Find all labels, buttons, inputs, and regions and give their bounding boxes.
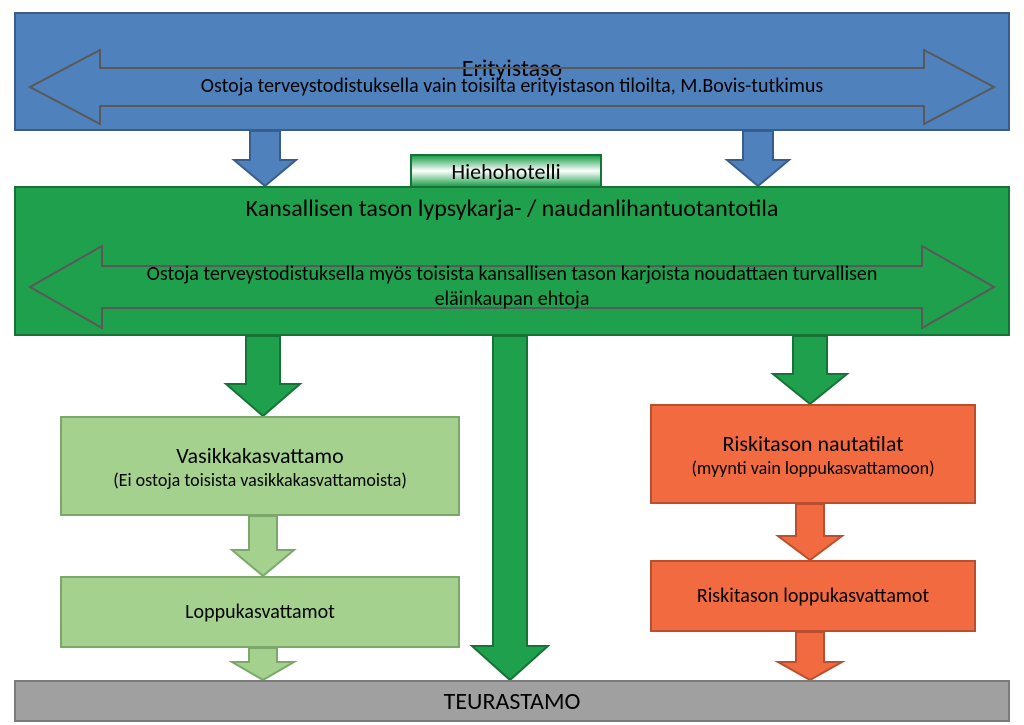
loppu-left-box: Loppukasvattamot [60, 576, 460, 648]
loppu-left-label: Loppukasvattamot [185, 600, 335, 624]
teurastamo-label: TEURASTAMO [444, 687, 581, 716]
vasikka-sub: (Ei ostoja toisista vasikkakasvattamoist… [113, 469, 407, 491]
teurastamo-box: TEURASTAMO [14, 680, 1010, 722]
vasikka-box: Vasikkakasvattamo (Ei ostoja toisista va… [60, 416, 460, 516]
riski-sub: (myynti vain loppukasvattamoon) [691, 457, 934, 479]
hiehohotelli-label: Hiehohotelli [451, 158, 560, 185]
riski-box: Riskitason nautatilat (myynti vain loppu… [650, 404, 976, 504]
kansallinen-box: Kansallisen tason lypsykarja- / naudanli… [14, 186, 1010, 336]
kansallinen-arrow-text: Ostoja terveystodistuksella myös toisist… [112, 262, 912, 312]
erityistaso-box: Erityistaso [14, 12, 1010, 131]
hiehohotelli-box: Hiehohotelli [410, 154, 602, 188]
riski-title: Riskitason nautatilat [722, 430, 903, 457]
riski-loppu-box: Riskitason loppukasvattamot [650, 560, 976, 632]
kansallinen-title: Kansallisen tason lypsykarja- / naudanli… [246, 194, 779, 223]
vasikka-title: Vasikkakasvattamo [176, 442, 343, 469]
riski-loppu-label: Riskitason loppukasvattamot [697, 584, 929, 608]
erityistaso-arrow-text: Ostoja terveystodistuksella vain toisilt… [110, 74, 914, 98]
